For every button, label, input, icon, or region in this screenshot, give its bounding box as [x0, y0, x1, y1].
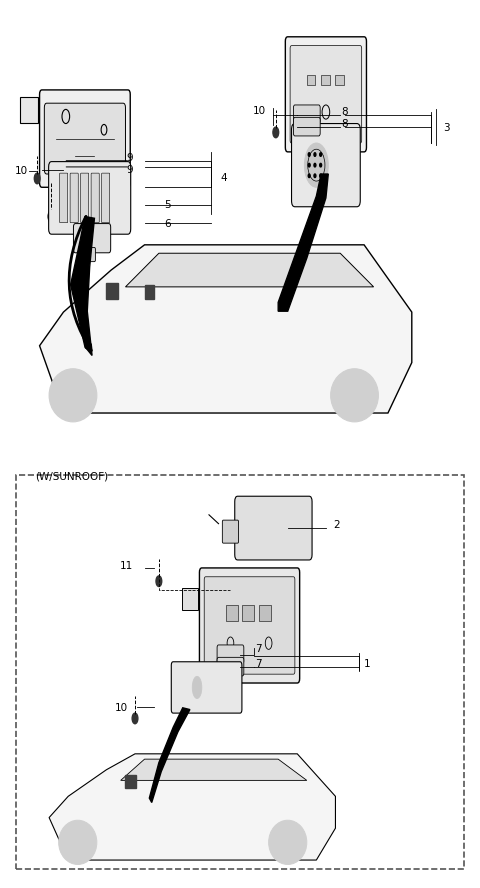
FancyBboxPatch shape: [204, 577, 295, 674]
FancyBboxPatch shape: [91, 173, 99, 223]
Text: 9: 9: [126, 153, 132, 163]
Circle shape: [314, 153, 316, 156]
Bar: [226, 605, 238, 621]
FancyBboxPatch shape: [39, 90, 130, 187]
Text: 10: 10: [14, 166, 28, 177]
Circle shape: [314, 163, 316, 167]
Text: (W/SUNROOF): (W/SUNROOF): [35, 472, 108, 481]
Polygon shape: [278, 174, 328, 311]
Circle shape: [273, 127, 279, 138]
Text: 4: 4: [221, 173, 228, 184]
Circle shape: [132, 713, 138, 724]
Circle shape: [320, 174, 322, 178]
Bar: [259, 605, 271, 621]
FancyBboxPatch shape: [199, 568, 300, 683]
Circle shape: [156, 576, 162, 586]
FancyBboxPatch shape: [48, 162, 131, 234]
Text: 11: 11: [120, 561, 132, 571]
Text: 5: 5: [164, 200, 171, 210]
Circle shape: [320, 153, 322, 156]
Bar: [125, 774, 136, 788]
Circle shape: [314, 174, 316, 178]
Polygon shape: [49, 754, 336, 860]
FancyBboxPatch shape: [182, 588, 198, 609]
FancyBboxPatch shape: [291, 123, 360, 207]
FancyBboxPatch shape: [290, 45, 362, 143]
Bar: [321, 75, 330, 85]
Circle shape: [308, 163, 310, 167]
Text: 10: 10: [115, 702, 128, 713]
Circle shape: [308, 153, 310, 156]
FancyBboxPatch shape: [217, 645, 244, 663]
FancyBboxPatch shape: [82, 248, 96, 262]
FancyBboxPatch shape: [222, 520, 239, 543]
FancyBboxPatch shape: [102, 173, 110, 223]
Ellipse shape: [331, 369, 378, 422]
Text: 10: 10: [253, 107, 266, 116]
Circle shape: [34, 173, 40, 184]
Polygon shape: [120, 759, 307, 781]
FancyBboxPatch shape: [75, 195, 84, 206]
Bar: [144, 285, 154, 298]
FancyBboxPatch shape: [285, 36, 366, 152]
Bar: [242, 605, 254, 621]
Circle shape: [320, 163, 322, 167]
Text: 3: 3: [443, 123, 449, 133]
FancyBboxPatch shape: [217, 657, 244, 676]
Text: 9: 9: [126, 164, 132, 175]
Bar: [107, 282, 118, 298]
Bar: [336, 75, 344, 85]
Text: 6: 6: [164, 219, 171, 229]
FancyBboxPatch shape: [44, 103, 125, 174]
Circle shape: [48, 210, 55, 223]
Ellipse shape: [269, 821, 307, 865]
FancyBboxPatch shape: [70, 173, 78, 223]
FancyBboxPatch shape: [235, 496, 312, 560]
Circle shape: [304, 143, 328, 187]
Text: 8: 8: [341, 119, 348, 130]
Polygon shape: [149, 708, 190, 803]
FancyBboxPatch shape: [89, 200, 99, 210]
FancyBboxPatch shape: [293, 117, 320, 136]
Ellipse shape: [49, 369, 97, 422]
Polygon shape: [71, 217, 95, 355]
Polygon shape: [39, 245, 412, 413]
Text: 8: 8: [341, 107, 348, 117]
Text: 1: 1: [364, 659, 371, 669]
Text: 2: 2: [333, 520, 340, 530]
Ellipse shape: [59, 821, 97, 865]
Ellipse shape: [192, 677, 202, 699]
FancyBboxPatch shape: [293, 105, 320, 123]
FancyBboxPatch shape: [60, 173, 68, 223]
FancyBboxPatch shape: [81, 173, 89, 223]
Circle shape: [308, 174, 310, 178]
Polygon shape: [125, 253, 373, 287]
Text: 7: 7: [255, 659, 262, 669]
FancyBboxPatch shape: [73, 224, 111, 253]
FancyBboxPatch shape: [20, 97, 38, 123]
Bar: [307, 75, 315, 85]
Text: 7: 7: [255, 645, 262, 654]
FancyBboxPatch shape: [171, 662, 242, 713]
